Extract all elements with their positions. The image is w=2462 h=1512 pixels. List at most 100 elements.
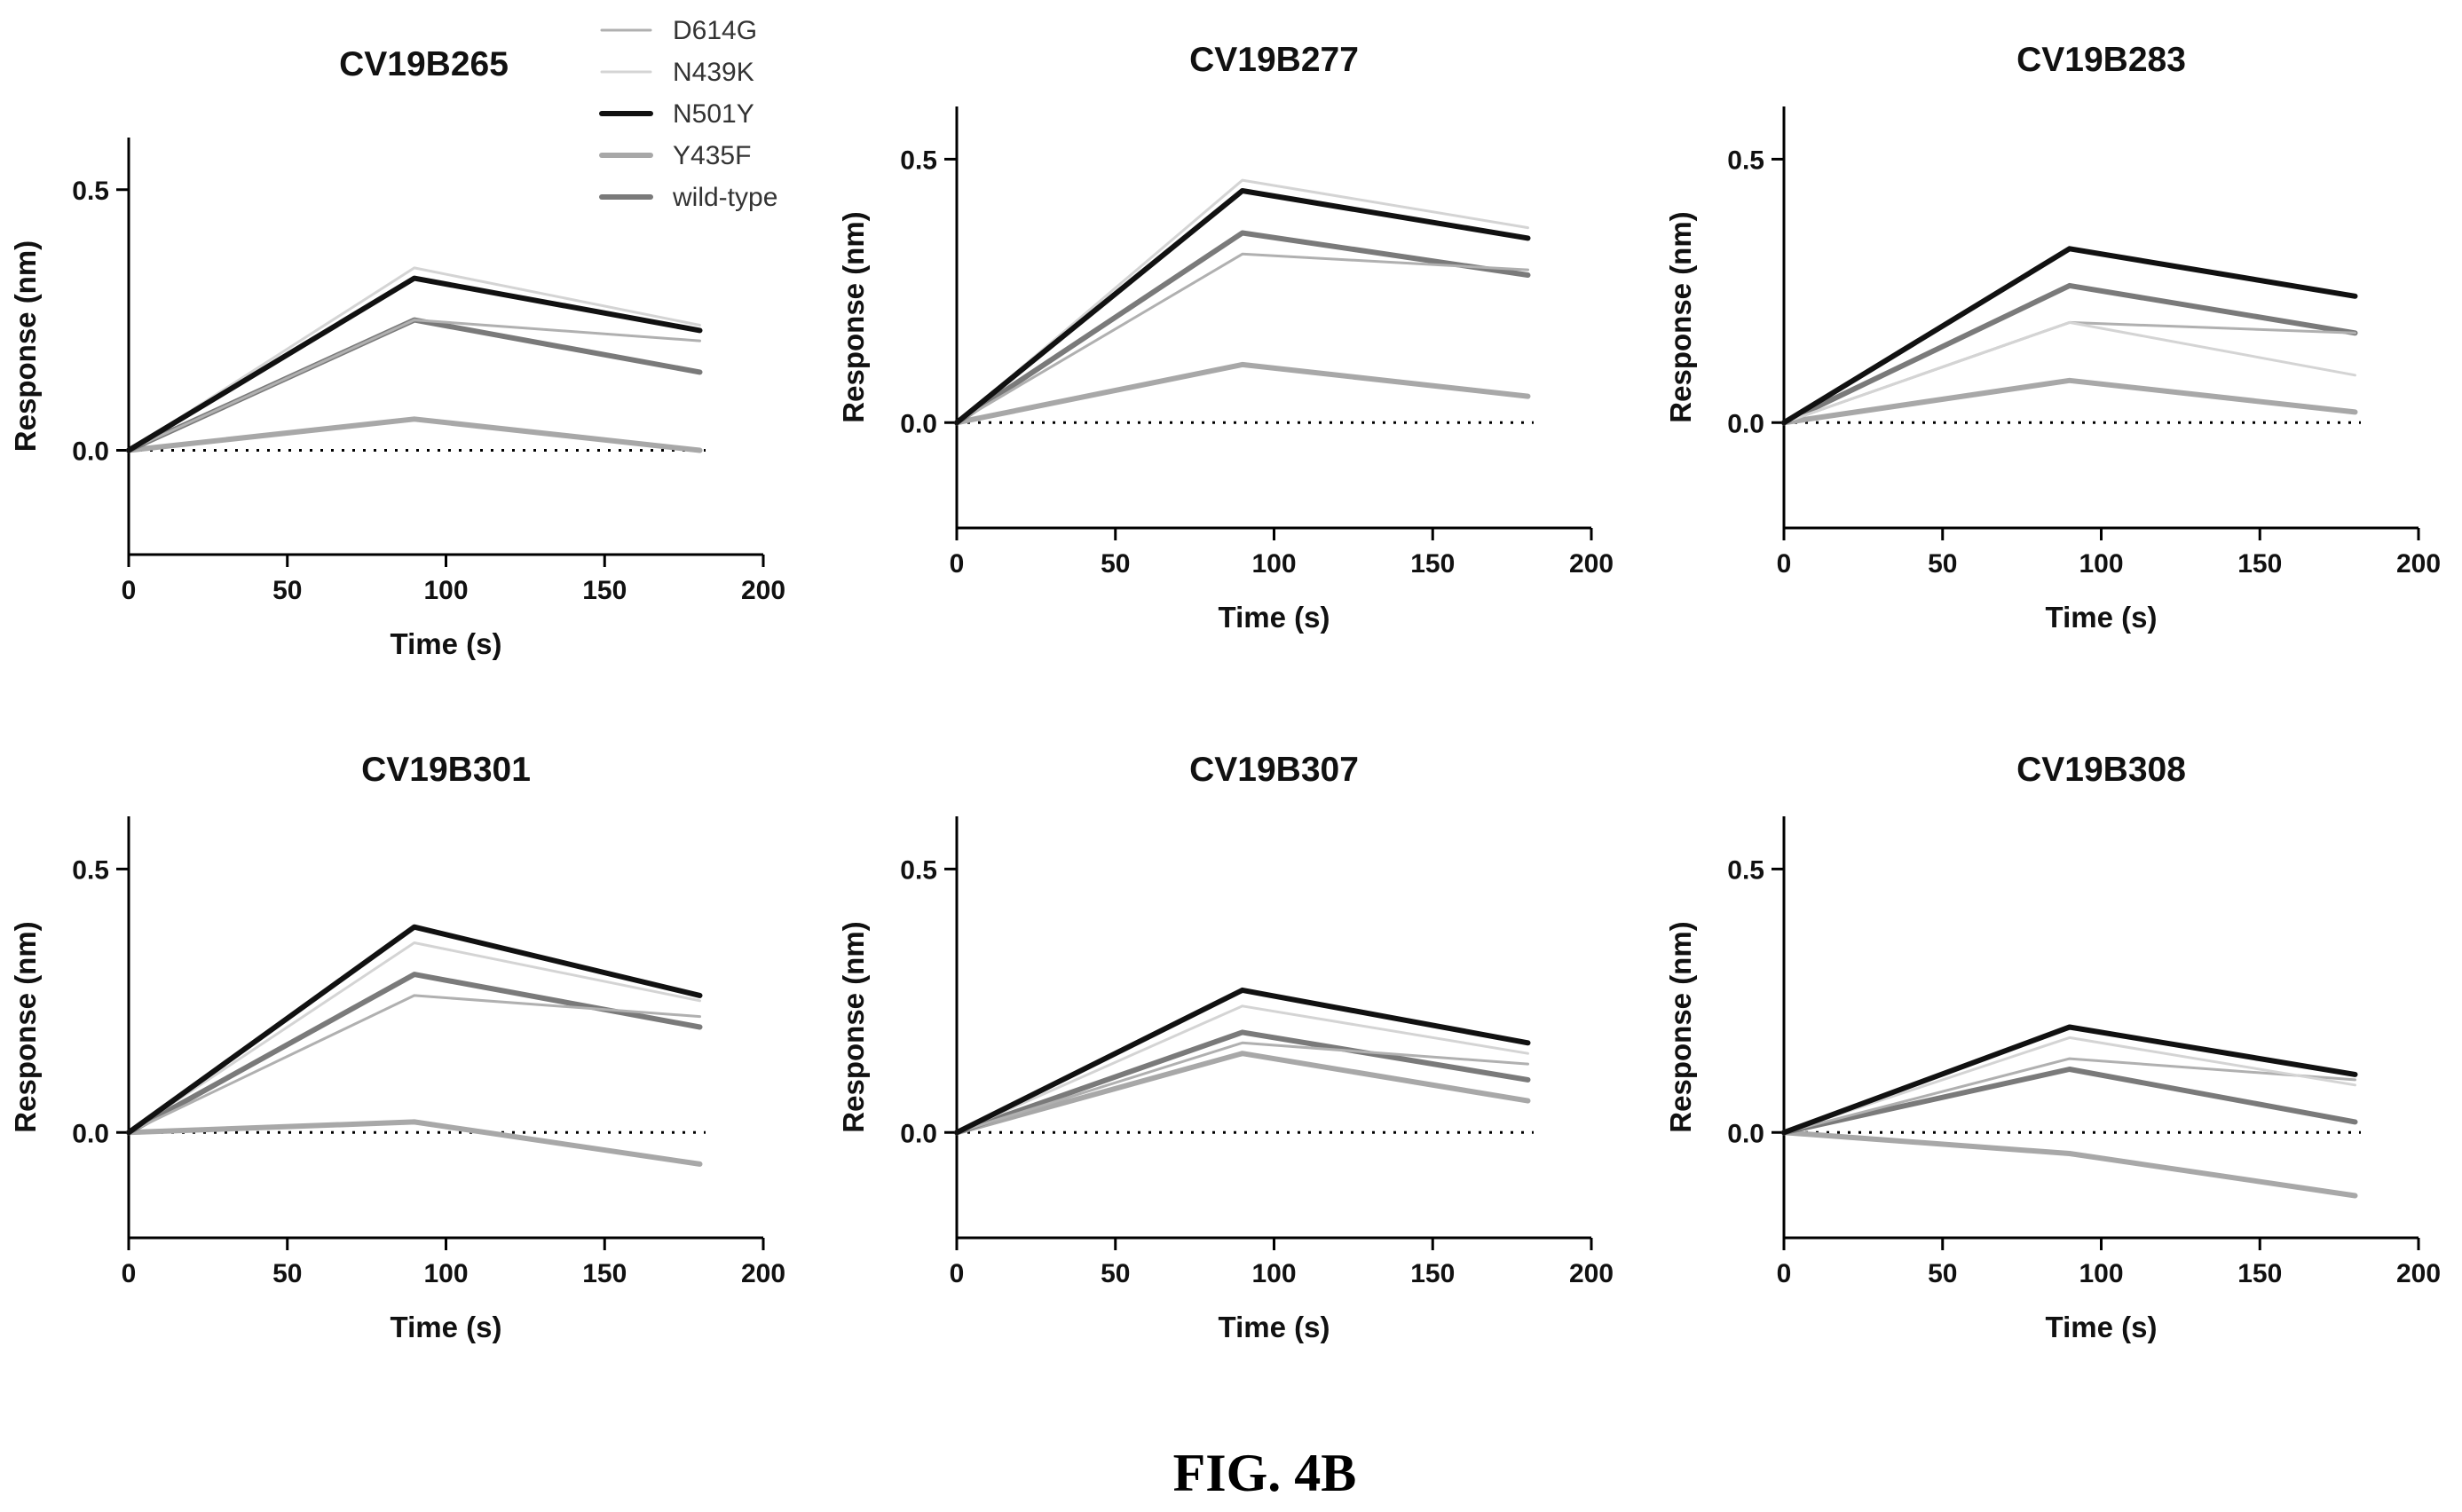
x-tick-label: 50 — [1928, 549, 1957, 579]
x-tick-label: 200 — [1569, 1259, 1614, 1288]
x-tick-label: 200 — [2396, 1259, 2441, 1288]
y-tick-label: 0.0 — [1727, 1119, 1764, 1148]
legend-label-n501y: N501Y — [673, 99, 754, 129]
legend-label-n439k: N439K — [673, 58, 754, 87]
x-tick-label: 0 — [1777, 549, 1792, 579]
series-line-y435f — [126, 1119, 703, 1167]
x-tick-label: 0 — [122, 1259, 137, 1288]
y-tick-label: 0.5 — [1727, 146, 1764, 175]
x-tick-label: 200 — [741, 576, 785, 605]
x-axis-title: Time (s) — [2046, 1311, 2158, 1343]
series-line-n439k — [955, 1004, 1529, 1134]
x-tick-label: 200 — [741, 1259, 785, 1288]
chart-panel-cv19b301: CV19B301 0 50 100 150 200 0.0 0.5 Time (s) Respon… — [9, 751, 785, 1343]
chart-legend: D614G N439K N501Y Y435F wild-type — [599, 16, 777, 212]
series-line-d614g — [955, 252, 1529, 424]
chart-panel-cv19b308: CV19B308 0 50 100 150 200 0.0 0.5 Time (s) Respon… — [1664, 751, 2441, 1343]
y-tick-label: 0.5 — [900, 146, 937, 175]
y-tick-label: 0.5 — [900, 855, 937, 885]
chart-panel-cv19b265: CV19B265 0 50 100 150 200 0.0 0.5 Time (s) Respon… — [9, 16, 785, 660]
y-axis-title: Response (nm) — [9, 240, 42, 452]
x-axis-title: Time (s) — [391, 627, 502, 660]
chart-title: CV19B308 — [2016, 751, 2186, 789]
series-line-y435f — [954, 361, 1531, 426]
series-line-n439k — [127, 266, 701, 452]
x-tick-label: 150 — [1410, 1259, 1455, 1288]
x-tick-label: 100 — [1251, 549, 1296, 579]
legend-label-wild-type: wild-type — [672, 183, 777, 212]
x-tick-label: 150 — [582, 576, 627, 605]
chart-title: CV19B307 — [1189, 751, 1359, 789]
series-line-wild-type — [1781, 1067, 2358, 1136]
x-tick-label: 200 — [1569, 549, 1614, 579]
x-tick-label: 50 — [272, 1259, 302, 1288]
chart-panel-cv19b307: CV19B307 0 50 100 150 200 0.0 0.5 Time (s) Respon… — [837, 751, 1614, 1343]
series-line-d614g — [1782, 1057, 2356, 1134]
chart-panel-cv19b283: CV19B283 0 50 100 150 200 0.0 0.5 Time (s) Respon… — [1664, 41, 2441, 634]
series-line-y435f — [1781, 1130, 2358, 1199]
series-line-n501y — [126, 275, 703, 453]
legend-label-d614g: D614G — [673, 16, 757, 45]
series-line-wild-type — [954, 1029, 1531, 1136]
y-axis-title: Response (nm) — [837, 921, 870, 1132]
x-tick-label: 100 — [2079, 549, 2123, 579]
x-tick-label: 200 — [2396, 549, 2441, 579]
y-axis-title: Response (nm) — [1664, 211, 1697, 422]
y-tick-label: 0.5 — [72, 855, 109, 885]
x-tick-label: 50 — [1101, 1259, 1130, 1288]
x-axis-title: Time (s) — [2046, 601, 2158, 634]
series-line-wild-type — [126, 317, 703, 453]
x-tick-label: 150 — [2237, 1259, 2282, 1288]
x-tick-label: 100 — [2079, 1259, 2123, 1288]
series-line-d614g — [127, 994, 701, 1134]
x-tick-label: 100 — [1251, 1259, 1296, 1288]
x-tick-label: 150 — [582, 1259, 627, 1288]
series-line-y435f — [1781, 377, 2358, 426]
chart-panel-cv19b277: CV19B277 0 50 100 150 200 0.0 0.5 Time (s) Respon… — [837, 41, 1614, 634]
y-tick-label: 0.0 — [72, 1119, 109, 1148]
y-tick-label: 0.0 — [900, 1119, 937, 1148]
x-tick-label: 50 — [1101, 549, 1130, 579]
series-line-wild-type — [1781, 282, 2358, 426]
y-axis-title: Response (nm) — [9, 921, 42, 1132]
y-axis-title: Response (nm) — [837, 211, 870, 422]
y-tick-label: 0.5 — [72, 177, 109, 206]
series-line-n439k — [127, 941, 701, 1134]
y-tick-label: 0.0 — [72, 437, 109, 467]
series-line-y435f — [126, 416, 703, 453]
series-line-n439k — [955, 178, 1529, 424]
x-tick-label: 50 — [272, 576, 302, 605]
x-tick-label: 100 — [423, 1259, 468, 1288]
figure-caption: FIG. 4B — [1173, 1444, 1357, 1502]
series-line-n501y — [1781, 246, 2358, 426]
y-axis-title: Response (nm) — [1664, 921, 1697, 1132]
series-line-d614g — [127, 319, 701, 452]
x-tick-label: 0 — [1777, 1259, 1792, 1288]
y-tick-label: 0.0 — [1727, 409, 1764, 438]
series-line-n501y — [126, 924, 703, 1136]
chart-title: CV19B265 — [339, 45, 509, 83]
legend-label-y435f: Y435F — [673, 141, 751, 170]
x-tick-label: 150 — [1410, 549, 1455, 579]
series-line-n501y — [1781, 1024, 2358, 1136]
x-tick-label: 50 — [1928, 1259, 1957, 1288]
x-tick-label: 0 — [122, 576, 137, 605]
x-tick-label: 150 — [2237, 549, 2282, 579]
chart-title: CV19B301 — [361, 751, 531, 789]
chart-title: CV19B283 — [2016, 41, 2186, 79]
series-line-n439k — [1782, 320, 2356, 424]
series-line-n501y — [954, 188, 1531, 426]
series-line-n439k — [1782, 1036, 2356, 1134]
x-tick-label: 100 — [423, 576, 468, 605]
series-line-y435f — [954, 1051, 1531, 1136]
series-line-d614g — [955, 1041, 1529, 1134]
y-tick-label: 0.5 — [1727, 855, 1764, 885]
y-tick-label: 0.0 — [900, 409, 937, 438]
series-line-wild-type — [126, 972, 703, 1136]
series-line-n501y — [954, 987, 1531, 1136]
chart-title: CV19B277 — [1189, 41, 1359, 79]
x-tick-label: 0 — [950, 1259, 965, 1288]
x-tick-label: 0 — [950, 549, 965, 579]
x-axis-title: Time (s) — [391, 1311, 502, 1343]
